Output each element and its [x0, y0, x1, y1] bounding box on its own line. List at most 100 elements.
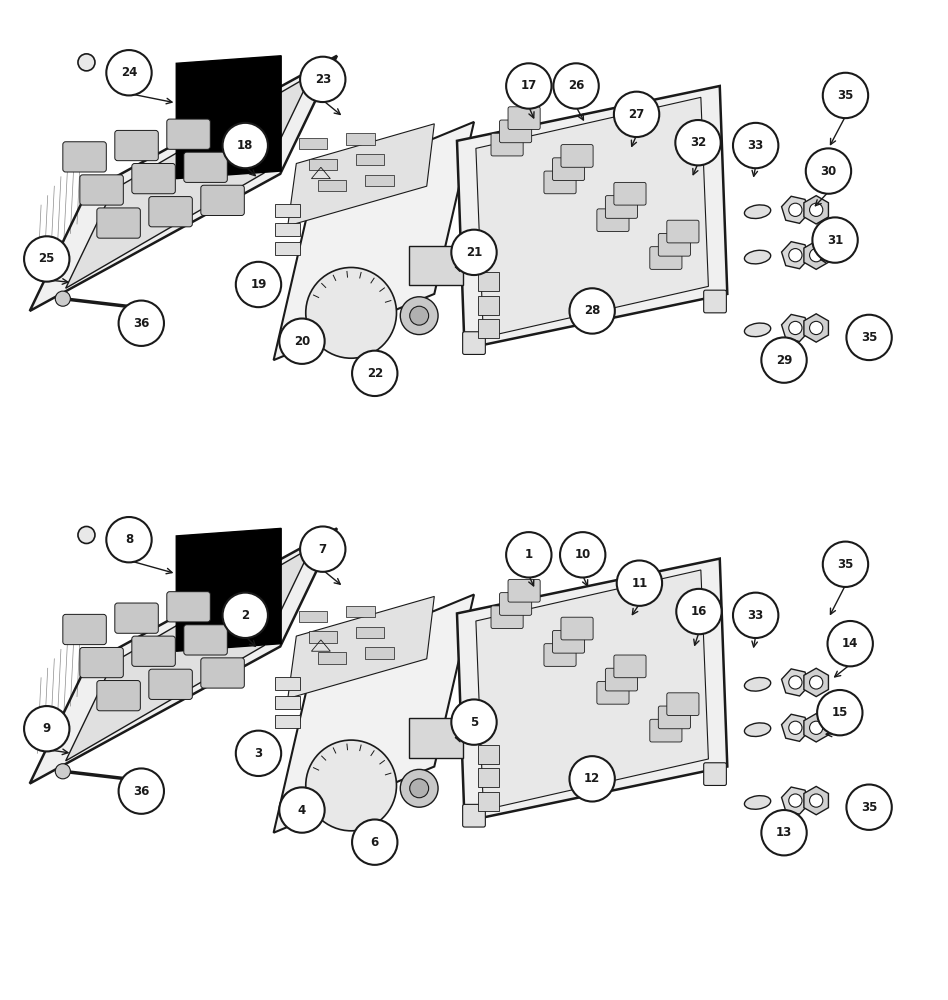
FancyBboxPatch shape: [508, 579, 540, 602]
FancyBboxPatch shape: [561, 617, 593, 640]
Circle shape: [617, 560, 662, 606]
FancyBboxPatch shape: [409, 246, 463, 285]
Circle shape: [55, 291, 70, 306]
Ellipse shape: [744, 678, 771, 691]
Polygon shape: [288, 596, 434, 698]
Circle shape: [823, 73, 868, 118]
FancyBboxPatch shape: [80, 175, 123, 205]
FancyBboxPatch shape: [478, 792, 499, 811]
FancyBboxPatch shape: [97, 208, 140, 238]
FancyBboxPatch shape: [614, 655, 646, 678]
Circle shape: [118, 768, 164, 814]
Circle shape: [810, 794, 823, 807]
Text: 8: 8: [125, 533, 133, 546]
Circle shape: [451, 230, 497, 275]
Circle shape: [789, 203, 802, 216]
Circle shape: [410, 306, 428, 325]
Circle shape: [280, 319, 324, 364]
FancyBboxPatch shape: [491, 133, 523, 156]
Ellipse shape: [744, 796, 771, 809]
Text: 13: 13: [775, 826, 793, 839]
FancyBboxPatch shape: [275, 696, 301, 709]
FancyBboxPatch shape: [614, 182, 646, 205]
FancyBboxPatch shape: [606, 668, 637, 691]
Text: 24: 24: [120, 66, 137, 79]
Circle shape: [400, 297, 438, 335]
Text: 35: 35: [861, 801, 877, 814]
Polygon shape: [274, 595, 474, 833]
Text: 3: 3: [254, 747, 263, 760]
Text: 12: 12: [584, 772, 600, 785]
FancyBboxPatch shape: [309, 159, 337, 170]
Text: 28: 28: [584, 304, 600, 317]
Circle shape: [306, 267, 396, 358]
FancyBboxPatch shape: [275, 715, 301, 728]
Text: 19: 19: [250, 278, 266, 291]
Circle shape: [817, 690, 863, 735]
FancyBboxPatch shape: [132, 636, 175, 666]
Text: 35: 35: [837, 89, 853, 102]
Polygon shape: [457, 86, 727, 349]
Polygon shape: [176, 528, 282, 651]
Circle shape: [789, 794, 802, 807]
FancyBboxPatch shape: [463, 804, 485, 827]
FancyBboxPatch shape: [649, 247, 682, 269]
Text: 27: 27: [629, 108, 645, 121]
FancyBboxPatch shape: [544, 644, 576, 666]
Circle shape: [812, 217, 858, 263]
FancyBboxPatch shape: [63, 142, 106, 172]
Polygon shape: [65, 75, 312, 288]
FancyBboxPatch shape: [115, 130, 158, 161]
FancyBboxPatch shape: [318, 180, 346, 191]
FancyBboxPatch shape: [478, 768, 499, 787]
FancyBboxPatch shape: [478, 745, 499, 764]
Circle shape: [306, 740, 396, 831]
FancyBboxPatch shape: [167, 592, 210, 622]
Text: 26: 26: [568, 79, 584, 92]
FancyBboxPatch shape: [658, 706, 690, 729]
Text: 15: 15: [831, 706, 848, 719]
FancyBboxPatch shape: [309, 631, 337, 643]
Circle shape: [847, 315, 892, 360]
FancyBboxPatch shape: [597, 209, 629, 232]
Circle shape: [733, 593, 778, 638]
Circle shape: [106, 517, 152, 562]
Circle shape: [554, 63, 599, 109]
Circle shape: [810, 203, 823, 216]
Circle shape: [676, 589, 721, 634]
Text: 29: 29: [775, 354, 793, 367]
Polygon shape: [274, 122, 474, 360]
FancyBboxPatch shape: [703, 290, 726, 313]
FancyBboxPatch shape: [365, 647, 393, 659]
FancyBboxPatch shape: [597, 681, 629, 704]
FancyBboxPatch shape: [409, 718, 463, 758]
Polygon shape: [288, 124, 434, 226]
Text: 4: 4: [298, 804, 306, 817]
Circle shape: [733, 123, 778, 168]
Circle shape: [823, 542, 868, 587]
Polygon shape: [457, 559, 727, 821]
FancyBboxPatch shape: [300, 138, 327, 149]
Text: 16: 16: [691, 605, 707, 618]
Circle shape: [789, 676, 802, 689]
Text: 14: 14: [842, 637, 858, 650]
Text: 6: 6: [371, 836, 379, 849]
Circle shape: [789, 721, 802, 734]
Circle shape: [37, 257, 54, 274]
Text: 1: 1: [525, 548, 533, 561]
Circle shape: [223, 123, 268, 168]
Circle shape: [118, 301, 164, 346]
Circle shape: [761, 810, 807, 855]
FancyBboxPatch shape: [275, 223, 301, 236]
FancyBboxPatch shape: [97, 681, 140, 711]
Text: 25: 25: [39, 252, 55, 265]
Text: 5: 5: [470, 716, 478, 729]
FancyBboxPatch shape: [553, 158, 585, 181]
Circle shape: [301, 526, 345, 572]
FancyBboxPatch shape: [346, 606, 374, 617]
FancyBboxPatch shape: [666, 693, 699, 716]
Circle shape: [78, 54, 95, 71]
FancyBboxPatch shape: [365, 175, 393, 186]
Circle shape: [451, 699, 497, 745]
Circle shape: [106, 50, 152, 95]
